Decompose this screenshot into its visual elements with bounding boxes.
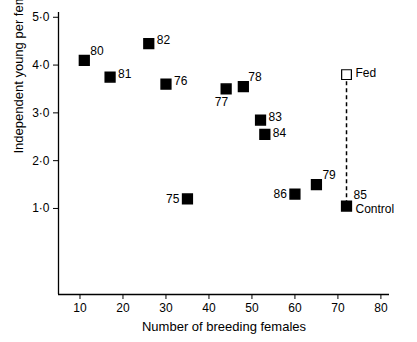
- svg-text:Control: Control: [356, 202, 395, 216]
- svg-text:84: 84: [273, 126, 287, 140]
- svg-text:10: 10: [73, 301, 87, 315]
- svg-text:85: 85: [354, 188, 368, 202]
- svg-text:20: 20: [116, 301, 130, 315]
- svg-text:70: 70: [331, 301, 345, 315]
- svg-text:2·0: 2·0: [32, 154, 50, 168]
- svg-text:40: 40: [202, 301, 216, 315]
- svg-text:86: 86: [274, 187, 288, 201]
- svg-text:77: 77: [215, 95, 229, 109]
- svg-text:76: 76: [174, 74, 188, 88]
- svg-text:60: 60: [288, 301, 302, 315]
- svg-text:80: 80: [374, 301, 388, 315]
- svg-text:78: 78: [248, 70, 262, 84]
- svg-text:1·0: 1·0: [32, 201, 50, 215]
- svg-text:5·0: 5·0: [32, 10, 50, 24]
- svg-text:82: 82: [157, 33, 171, 47]
- svg-text:83: 83: [269, 110, 283, 124]
- svg-text:79: 79: [322, 168, 336, 182]
- svg-text:3·0: 3·0: [32, 106, 50, 120]
- svg-text:Number of breeding females: Number of breeding females: [142, 319, 307, 334]
- svg-text:80: 80: [90, 44, 104, 58]
- svg-text:75: 75: [166, 192, 180, 206]
- svg-text:Independent young per female: Independent young per female: [11, 0, 26, 154]
- svg-text:81: 81: [118, 67, 132, 81]
- svg-text:Fed: Fed: [356, 66, 377, 80]
- svg-text:4·0: 4·0: [32, 58, 50, 72]
- svg-text:50: 50: [245, 301, 259, 315]
- svg-text:30: 30: [159, 301, 173, 315]
